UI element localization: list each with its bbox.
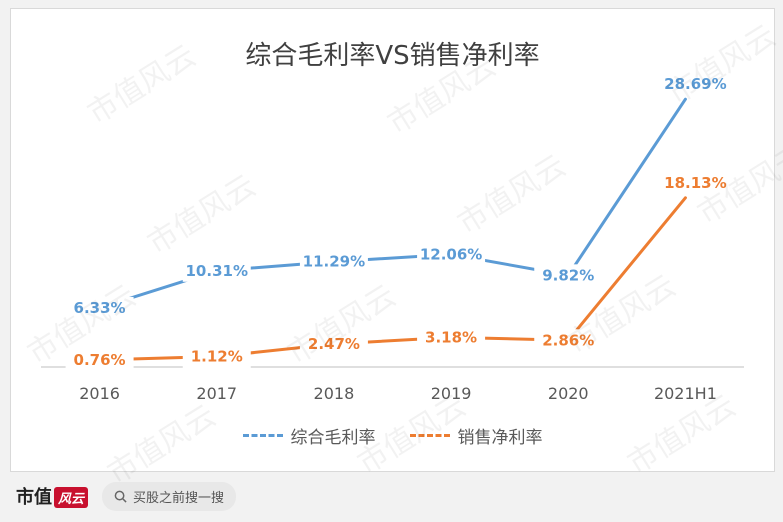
x-tick-label: 2019 (431, 384, 472, 403)
brand-text: 市值 (16, 487, 52, 508)
data-label: 18.13% (664, 174, 726, 192)
line-chart: 2016 2017 2018 2019 2020 2021H1 6.33% 10.31% 11.… (41, 73, 744, 403)
data-label: 12.06% (420, 245, 482, 263)
chart-frame: 综合毛利率VS销售净利率 2016 2017 2018 2019 2020 2021H1 6… (10, 8, 775, 472)
x-tick-label: 2016 (79, 384, 120, 403)
brand-seal: 风云 (54, 487, 89, 508)
legend-item-net-margin[interactable]: 销售净利率 (409, 423, 543, 448)
data-label: 9.82% (542, 266, 594, 284)
search-text: 买股之前搜一搜 (133, 490, 225, 506)
data-label: 0.76% (74, 351, 126, 369)
data-label-bg (417, 326, 486, 349)
legend-swatch-net-margin (409, 434, 450, 437)
legend: 综合毛利率 销售净利率 (11, 423, 774, 448)
search-box[interactable]: 买股之前搜一搜 (102, 481, 237, 511)
data-label-bg (65, 348, 134, 371)
data-label-bg (534, 329, 603, 352)
data-label: 1.12% (191, 348, 243, 366)
data-label-bg (534, 264, 603, 287)
data-label: 2.86% (542, 331, 594, 349)
search-icon (114, 490, 127, 503)
data-label-bg (182, 259, 251, 282)
legend-label-net-margin: 销售净利率 (457, 428, 543, 448)
data-label: 10.31% (186, 262, 248, 280)
data-label-bg (299, 332, 368, 355)
brand-logo[interactable]: 市值 风云 (16, 483, 89, 509)
data-label: 6.33% (74, 299, 126, 317)
data-label: 2.47% (308, 335, 360, 353)
data-label-bg (661, 73, 730, 96)
data-label-bg (65, 296, 134, 319)
data-label: 11.29% (303, 253, 365, 271)
data-label-bg (182, 345, 251, 368)
legend-item-gross-margin[interactable]: 综合毛利率 (242, 423, 376, 448)
data-label-bg (661, 171, 730, 194)
data-label: 28.69% (664, 75, 726, 93)
x-tick-label: 2018 (314, 384, 355, 403)
chart-title: 综合毛利率VS销售净利率 (245, 41, 540, 71)
x-tick-label: 2021H1 (654, 384, 717, 403)
legend-label-gross-margin: 综合毛利率 (290, 428, 376, 448)
data-label: 3.18% (425, 328, 477, 346)
x-tick-label: 2017 (196, 384, 237, 403)
data-label-bg (417, 243, 486, 266)
legend-swatch-gross-margin (242, 434, 283, 437)
data-label-bg (299, 250, 368, 273)
x-tick-label: 2020 (548, 384, 589, 403)
footer-bar: 市值 风云 买股之前搜一搜 (0, 470, 783, 522)
